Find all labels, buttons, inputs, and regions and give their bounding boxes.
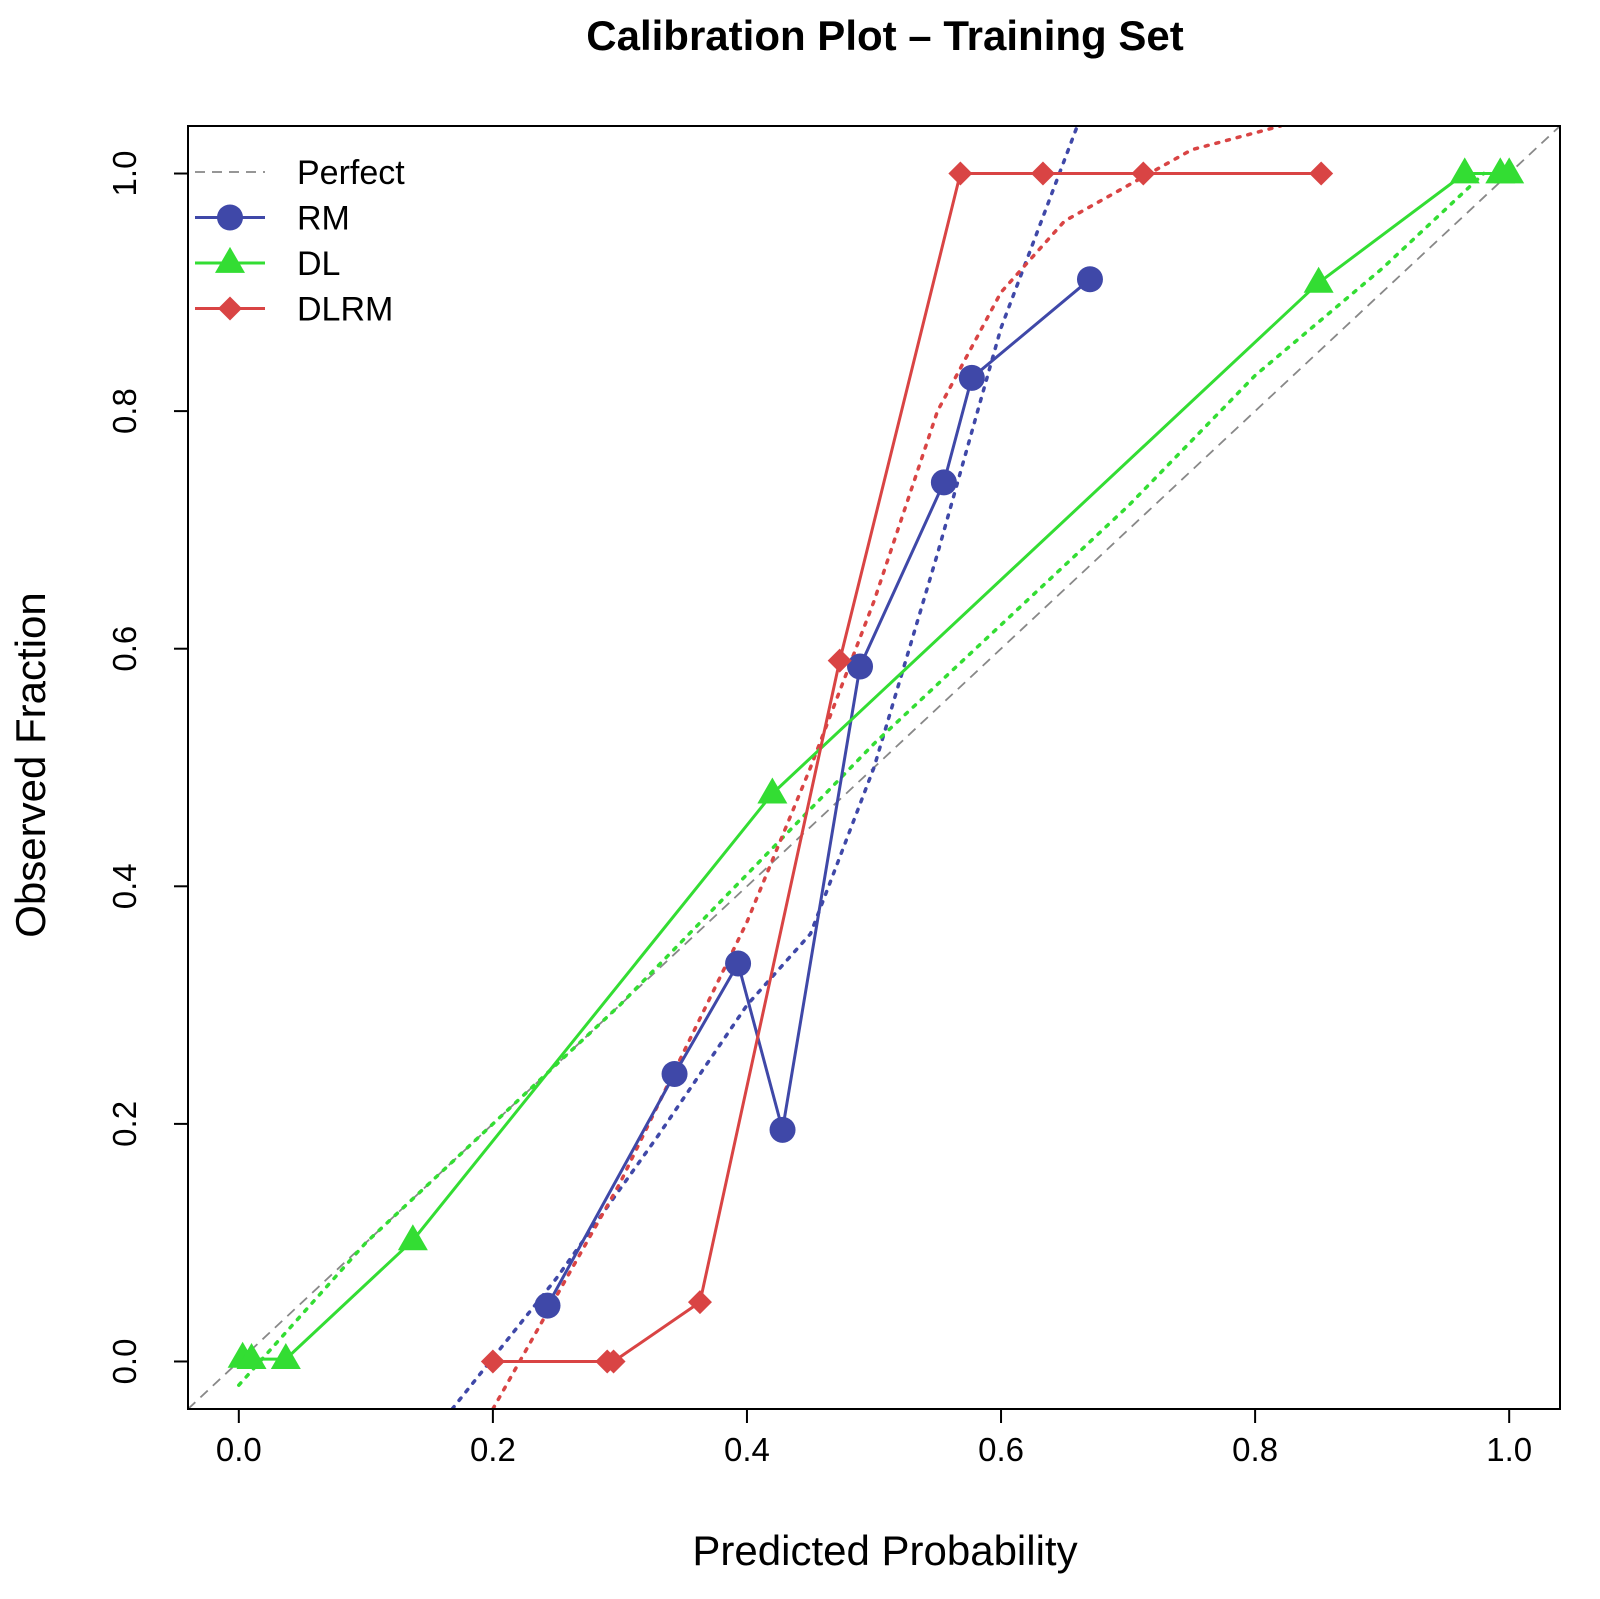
data-point-dlrm [1309, 161, 1334, 186]
legend-label-perfect: Perfect [297, 154, 405, 192]
smooth-fit-rm [450, 126, 1080, 1409]
legend-label-rm: RM [297, 200, 350, 238]
data-point-rm [769, 1116, 796, 1143]
smooth-fit-dlrm [491, 126, 1283, 1409]
legend-marker-dlrm [218, 296, 242, 321]
data-point-rm [661, 1060, 688, 1087]
x-tick-label: 0.8 [1232, 1431, 1278, 1468]
data-point-rm [1076, 266, 1103, 293]
legend: Perfect RM DL DLRM [195, 154, 405, 329]
x-axis-label: Predicted Probability [692, 1527, 1077, 1574]
data-point-rm [958, 364, 985, 391]
data-point-dlrm [1030, 161, 1055, 186]
data-point-rm [930, 469, 957, 496]
plot-series [188, 126, 1560, 1409]
legend-label-dlrm: DLRM [297, 291, 393, 329]
data-point-dl [757, 777, 788, 804]
data-point-dl [397, 1224, 428, 1251]
data-point-dlrm [948, 161, 973, 186]
data-point-dlrm [1131, 161, 1156, 186]
data-point-dl [1494, 157, 1525, 184]
data-point-dlrm [687, 1290, 712, 1315]
x-tick-label: 0.0 [216, 1431, 262, 1468]
data-point-dlrm [827, 648, 852, 673]
data-point-rm [725, 950, 752, 977]
y-tick-label: 0.6 [106, 626, 143, 672]
legend-marker-dl [215, 246, 245, 273]
data-point-dlrm [601, 1349, 626, 1374]
y-tick-label: 1.0 [106, 151, 143, 197]
y-tick-label: 0.8 [106, 388, 143, 434]
legend-label-dl: DL [297, 245, 340, 283]
series-line-rm [546, 278, 1091, 1307]
data-point-rm [534, 1292, 561, 1319]
x-tick-label: 0.6 [978, 1431, 1024, 1468]
data-point-dl [1449, 157, 1480, 184]
y-tick-label: 0.2 [106, 1101, 143, 1147]
data-point-dl [236, 1342, 267, 1369]
legend-marker-rm [217, 204, 243, 231]
x-tick-label: 0.4 [724, 1431, 770, 1468]
y-tick-label: 0.0 [106, 1339, 143, 1385]
x-tick-label: 1.0 [1486, 1431, 1532, 1468]
chart-title: Calibration Plot – Training Set [586, 12, 1183, 59]
data-point-dl [270, 1342, 301, 1369]
series-line-dlrm [492, 172, 1322, 1363]
data-point-rm [847, 653, 874, 680]
y-tick-label: 0.4 [106, 863, 143, 909]
data-point-dl [1303, 266, 1334, 293]
y-axis-label: Observed Fraction [7, 592, 54, 937]
plot-frame [187, 125, 1561, 1410]
smooth-fit-dl [237, 171, 1486, 1387]
data-point-dlrm [480, 1349, 505, 1374]
x-tick-label: 0.2 [470, 1431, 516, 1468]
plot-area: 0.0 0.0 0.2 0.2 0.4 0.4 0.6 0.6 0.8 0.8 1.0 1.0 [106, 125, 1561, 1468]
